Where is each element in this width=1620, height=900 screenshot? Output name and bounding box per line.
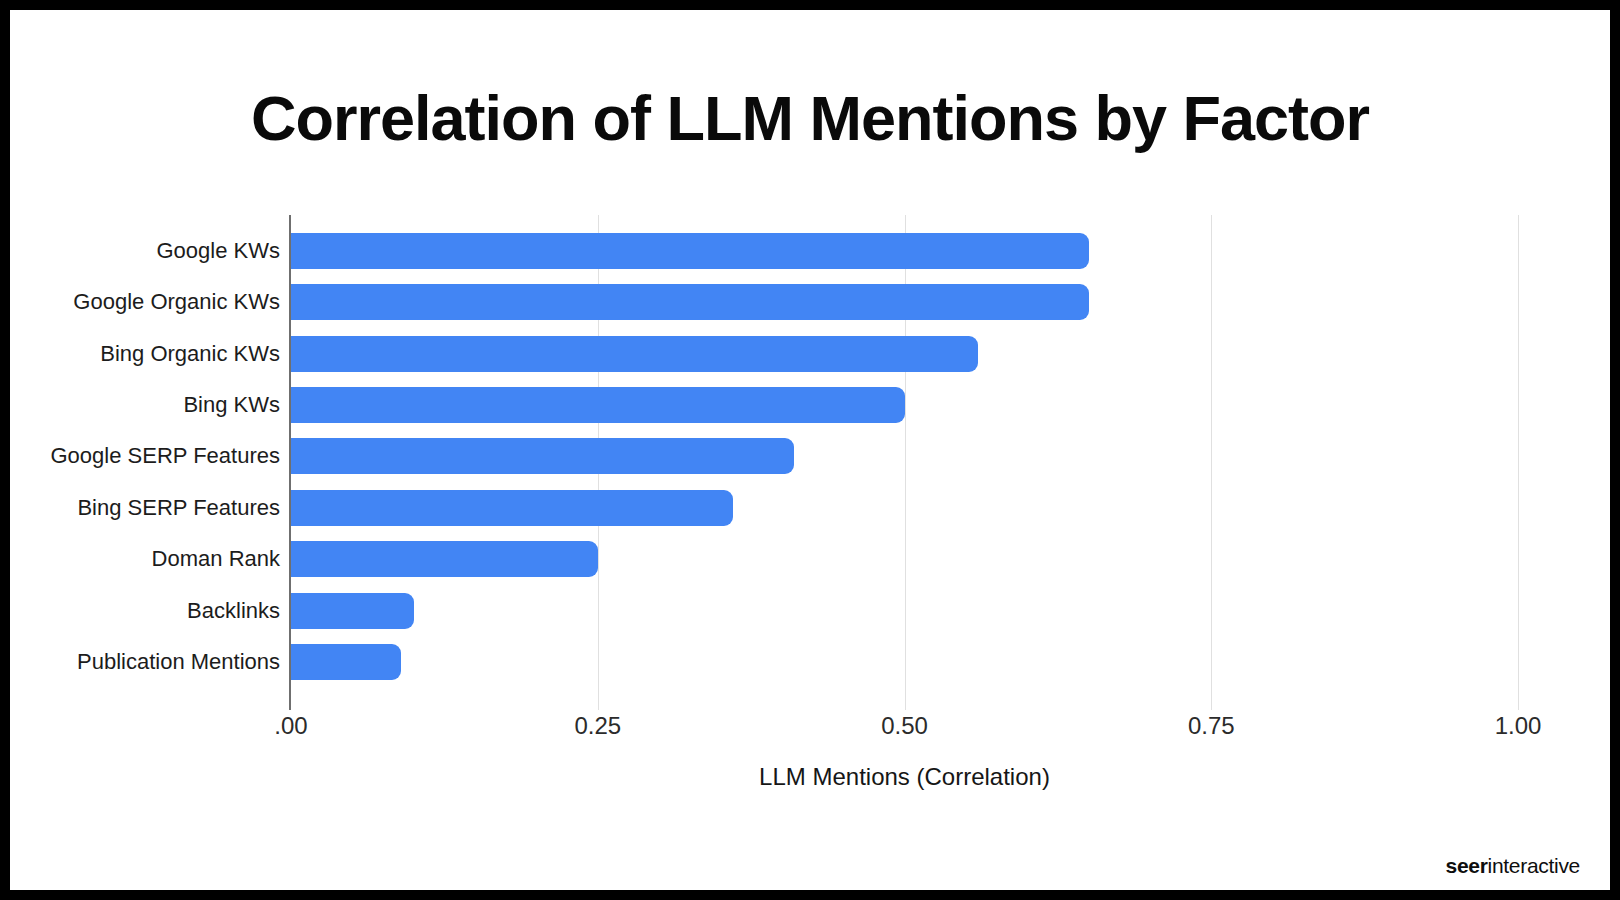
bar-row: [291, 379, 1518, 430]
bar-google-serp-features: [291, 438, 794, 474]
bar-row: [291, 276, 1518, 327]
logo-bold-part: seer: [1446, 854, 1488, 877]
bar-publication-mentions: [291, 644, 401, 680]
bar-google-organic-kws: [291, 284, 1089, 320]
category-label-row: Bing KWs: [10, 379, 280, 430]
x-tick-label: .00: [274, 712, 307, 740]
plot-area: [291, 215, 1518, 696]
x-tick-label: 0.50: [881, 712, 928, 740]
x-tick-label: 0.25: [574, 712, 621, 740]
bar-row: [291, 637, 1518, 688]
gridline-1.00: [1518, 215, 1519, 710]
x-axis-ticks: .000.250.500.751.00: [291, 712, 1518, 746]
bar-backlinks: [291, 593, 414, 629]
category-label: Bing KWs: [183, 392, 280, 418]
chart-title: Correlation of LLM Mentions by Factor: [10, 82, 1610, 154]
bar-doman-rank: [291, 541, 598, 577]
category-label: Bing SERP Features: [77, 495, 280, 521]
bar-bing-organic-kws: [291, 336, 978, 372]
category-label-row: Backlinks: [10, 585, 280, 636]
category-label-row: Bing SERP Features: [10, 482, 280, 533]
bar-bing-kws: [291, 387, 905, 423]
bar-row: [291, 585, 1518, 636]
x-tick-label: 1.00: [1495, 712, 1542, 740]
category-label: Backlinks: [187, 598, 280, 624]
bar-row: [291, 225, 1518, 276]
category-label: Google SERP Features: [51, 443, 281, 469]
bar-row: [291, 482, 1518, 533]
category-label: Publication Mentions: [77, 649, 280, 675]
seer-interactive-logo: seerinteractive: [1446, 854, 1580, 878]
bar-row: [291, 431, 1518, 482]
category-label-row: Bing Organic KWs: [10, 328, 280, 379]
bar-row: [291, 534, 1518, 585]
category-label-row: Google KWs: [10, 225, 280, 276]
bar-google-kws: [291, 233, 1089, 269]
bar-row: [291, 328, 1518, 379]
x-axis-label: LLM Mentions (Correlation): [291, 763, 1518, 791]
category-label: Doman Rank: [152, 546, 280, 572]
category-label-row: Doman Rank: [10, 534, 280, 585]
bars-container: [291, 225, 1518, 688]
bar-bing-serp-features: [291, 490, 733, 526]
x-tick-label: 0.75: [1188, 712, 1235, 740]
category-label: Google KWs: [157, 238, 281, 264]
category-label-row: Google SERP Features: [10, 431, 280, 482]
logo-regular-part: interactive: [1488, 854, 1580, 877]
category-label-row: Publication Mentions: [10, 637, 280, 688]
y-axis-category-labels: Google KWs Google Organic KWs Bing Organic…: [10, 225, 280, 688]
category-label-row: Google Organic KWs: [10, 276, 280, 327]
category-label: Google Organic KWs: [73, 289, 280, 315]
chart-slide: Correlation of LLM Mentions by Factor Go…: [0, 0, 1620, 900]
category-label: Bing Organic KWs: [100, 341, 280, 367]
